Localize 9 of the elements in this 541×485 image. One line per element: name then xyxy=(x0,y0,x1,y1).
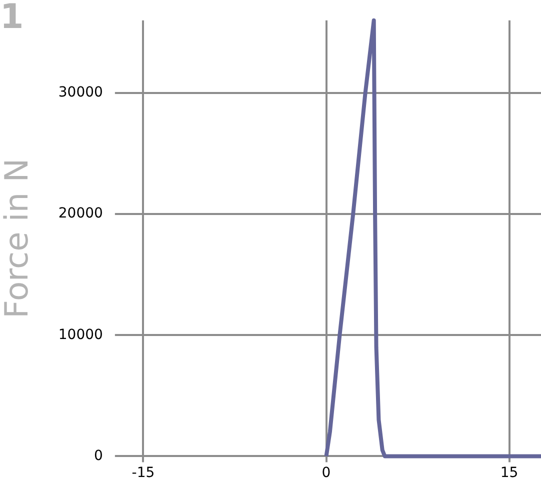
text: 1 xyxy=(0,0,24,37)
y-tick-label: 20000 xyxy=(58,206,103,222)
x-tick-label: 0 xyxy=(322,465,331,482)
y-tick-label: 10000 xyxy=(58,326,103,343)
x-tick-label: -15 xyxy=(132,465,155,482)
y-axis-title: Force in N xyxy=(0,158,36,318)
y-tick-label: 30000 xyxy=(58,84,103,101)
x-tick-label: 15 xyxy=(500,465,518,482)
y-tick-label: 0 xyxy=(94,448,103,464)
